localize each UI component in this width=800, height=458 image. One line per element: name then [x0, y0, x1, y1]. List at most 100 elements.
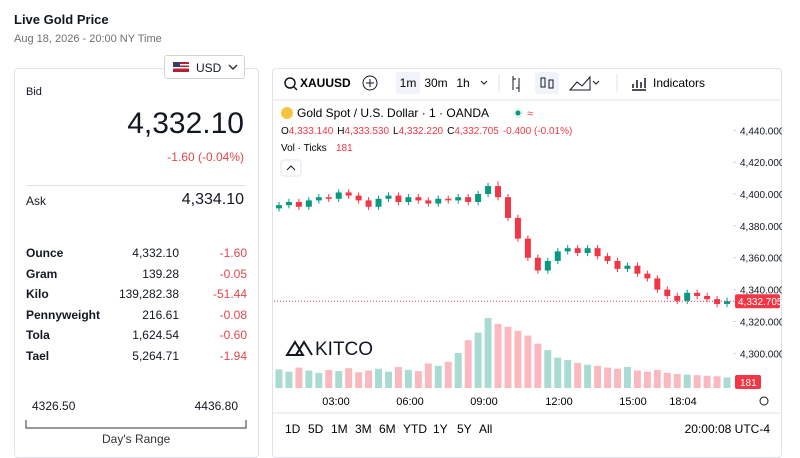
bid-change: -1.60 (-0.04%) [167, 150, 244, 164]
candle-body [305, 200, 312, 207]
candle-body [345, 192, 352, 196]
candle-body [465, 197, 472, 202]
unit-price: 4,332.10 [132, 246, 179, 260]
range-button[interactable]: All [479, 422, 492, 436]
candle-body [275, 205, 282, 209]
volume-bar [614, 368, 621, 388]
volume-bar [315, 372, 323, 388]
volume-bar [464, 340, 472, 388]
volume-legend-value: 181 [336, 143, 353, 154]
l-value: 4,332.220 [399, 126, 444, 137]
volume-bar [713, 376, 721, 388]
legend-title: Gold Spot / U.S. Dollar · 1 · OANDA [297, 106, 489, 120]
candle-body [684, 292, 691, 301]
settings-icon[interactable] [759, 396, 769, 406]
volume-bar [454, 353, 462, 388]
volume-bar [414, 371, 422, 388]
compare-icon [366, 79, 374, 87]
range-button[interactable]: 6M [379, 422, 396, 436]
volume-bar [723, 377, 731, 388]
bars-icon[interactable] [512, 76, 520, 92]
compare-button[interactable] [362, 75, 378, 91]
chart-type-menu[interactable] [592, 80, 600, 85]
range-button[interactable]: 5Y [457, 422, 472, 436]
range-high: 4436.80 [194, 399, 238, 413]
y-tick-label: 4,300.000 [740, 349, 782, 360]
volume-bar [484, 318, 492, 388]
volume-bar [404, 369, 412, 388]
volume-bar [604, 367, 612, 388]
bid-price: 4,332.10 [127, 107, 244, 140]
unit-change: -0.05 [219, 266, 247, 281]
volume-bar [275, 369, 283, 388]
candle-body [554, 251, 561, 261]
candle-body [395, 195, 402, 202]
range-button[interactable]: YTD [403, 422, 427, 436]
volume-legend: Vol · Ticks [281, 143, 327, 154]
candle-body [405, 197, 412, 202]
unit-price: 139.28 [142, 266, 179, 281]
o-key: O [281, 126, 289, 137]
x-tick-label: 03:00 [322, 396, 350, 408]
volume-bar [653, 369, 661, 388]
candle-icon [548, 79, 554, 89]
range-line [25, 420, 247, 429]
y-tick-label: 4,340.000 [740, 286, 782, 297]
last-price-box [735, 294, 780, 309]
y-tick-label: 4,420.000 [740, 158, 782, 169]
currency-select[interactable]: USD [164, 55, 245, 79]
unit-change: -0.60 [219, 328, 247, 342]
volume-bar [504, 326, 512, 388]
chevron [228, 64, 238, 71]
candle-body [355, 195, 362, 201]
candles-selected[interactable] [535, 72, 559, 94]
unit-name: Ounce [26, 246, 64, 260]
indicators-button[interactable]: Indicators [653, 76, 705, 90]
candle-body [574, 248, 581, 253]
flag-canton [173, 62, 180, 67]
symbol[interactable]: XAUUSD [300, 76, 351, 90]
volume-bar [494, 323, 502, 388]
volume-bar [295, 367, 303, 388]
currency: USD [196, 61, 222, 75]
unit-name: Tael [26, 348, 50, 363]
range-button[interactable]: 5D [308, 422, 324, 436]
unit-price: 1,624.54 [132, 328, 179, 342]
status-dot [515, 110, 521, 116]
search-icon[interactable] [284, 77, 296, 89]
watermark: KITCO [315, 339, 373, 360]
volume-bar [365, 370, 373, 388]
range-button[interactable]: 3M [355, 422, 372, 436]
currency-icons [173, 62, 238, 72]
unit-name: Kilo [26, 287, 49, 301]
volume-bar [594, 365, 602, 388]
candle-body [564, 248, 571, 252]
range-low: 4326.50 [32, 399, 76, 413]
collapse-button[interactable] [280, 159, 302, 177]
interval[interactable]: 1h [456, 76, 469, 90]
volume-bar [305, 370, 313, 388]
candle-body [604, 256, 611, 261]
clock: 20:00:08 UTC-4 [685, 422, 771, 436]
area-icon[interactable] [568, 75, 591, 91]
range-button[interactable]: 1M [331, 422, 348, 436]
candle-body [385, 195, 392, 199]
flag-stripe [173, 67, 189, 69]
interval[interactable]: 30m [424, 76, 447, 90]
y-tick-label: 4,400.000 [740, 190, 782, 201]
volume-bar [424, 363, 432, 388]
range-button[interactable]: 1Y [433, 422, 448, 436]
indicators-icon[interactable] [632, 78, 646, 91]
volume-bar [544, 350, 552, 388]
volume-bar [474, 332, 482, 388]
interval-menu[interactable] [480, 80, 488, 85]
volume-bar [703, 375, 711, 388]
range-button[interactable]: 1D [285, 422, 301, 436]
interval[interactable]: 1m [400, 76, 417, 90]
unit-change: -0.08 [219, 307, 247, 322]
gold-icon [281, 107, 293, 119]
volume-bar [534, 343, 542, 388]
volume-bar [564, 360, 572, 388]
volume-bar [444, 361, 452, 388]
y-tick-label: 4,380.000 [740, 222, 782, 233]
